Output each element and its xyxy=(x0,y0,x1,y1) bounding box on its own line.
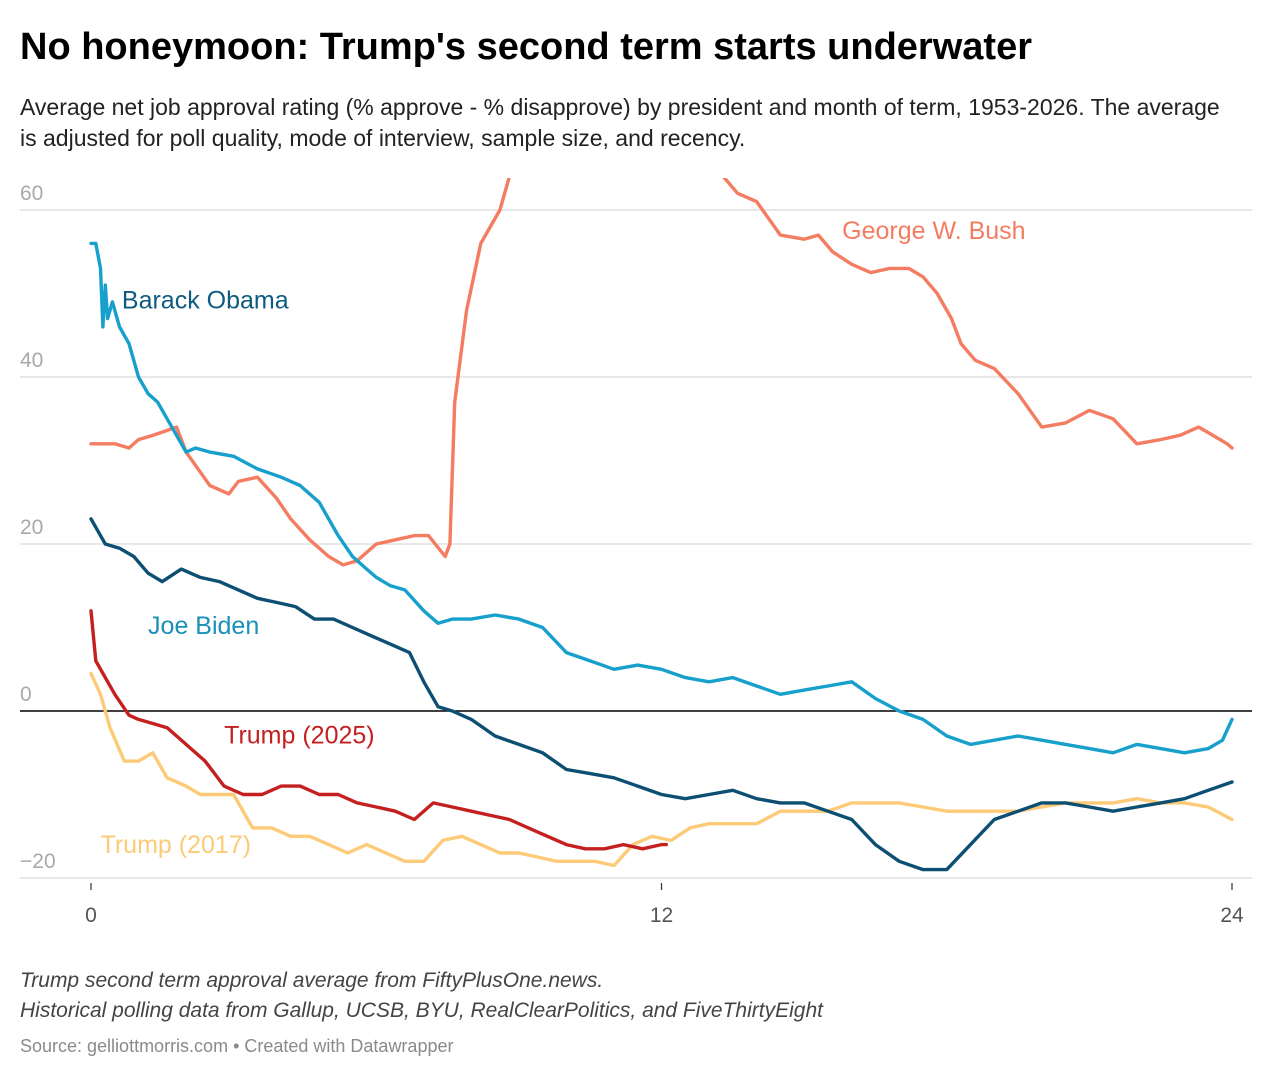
gridlines xyxy=(20,209,1252,879)
series-line-george-w-bush xyxy=(89,178,511,567)
series-line-joe-biden xyxy=(89,517,1234,872)
series-line-trump-2025 xyxy=(89,609,668,851)
y-axis-labels: 60 40 20 0 −20 xyxy=(20,182,56,873)
y-tick-label: 60 xyxy=(20,182,43,205)
chart-title: No honeymoon: Trump's second term starts… xyxy=(20,26,1032,68)
series-label: George W. Bush xyxy=(842,217,1025,245)
series-lines xyxy=(89,178,1234,872)
chart-notes: Trump second term approval average from … xyxy=(20,966,1252,1026)
x-axis-labels: 0 12 24 xyxy=(85,883,1244,927)
series-label: Trump (2017) xyxy=(101,831,252,859)
x-tick-label: 24 xyxy=(1220,904,1244,927)
chart-subtitle: Average net job approval rating (% appro… xyxy=(20,94,1220,151)
y-tick-label: 40 xyxy=(20,349,43,372)
series-label: Joe Biden xyxy=(148,612,259,640)
series-line-george-w-bush-late xyxy=(722,178,1234,450)
series-label: Trump (2025) xyxy=(224,722,375,750)
note-line-1: Trump second term approval average from … xyxy=(20,969,604,992)
series-labels: George W. Bush Barack Obama Joe Biden Trump… xyxy=(101,217,1026,859)
series-label: Barack Obama xyxy=(122,287,289,315)
x-tick-label: 0 xyxy=(85,904,97,927)
line-chart: 60 40 20 0 −20 0 12 24 George W. Bush Barack Ob… xyxy=(20,178,1252,927)
y-tick-label: 0 xyxy=(20,683,32,706)
series-line-barack-obama xyxy=(89,241,1234,755)
y-tick-label: −20 xyxy=(20,850,56,873)
note-line-2: Historical polling data from Gallup, UCS… xyxy=(20,999,823,1022)
x-tick-label: 12 xyxy=(650,904,673,927)
y-tick-label: 20 xyxy=(20,516,43,539)
series-line-trump-2017 xyxy=(89,671,1234,868)
source-credit: Source: gelliottmorris.com • Created wit… xyxy=(20,1036,454,1056)
